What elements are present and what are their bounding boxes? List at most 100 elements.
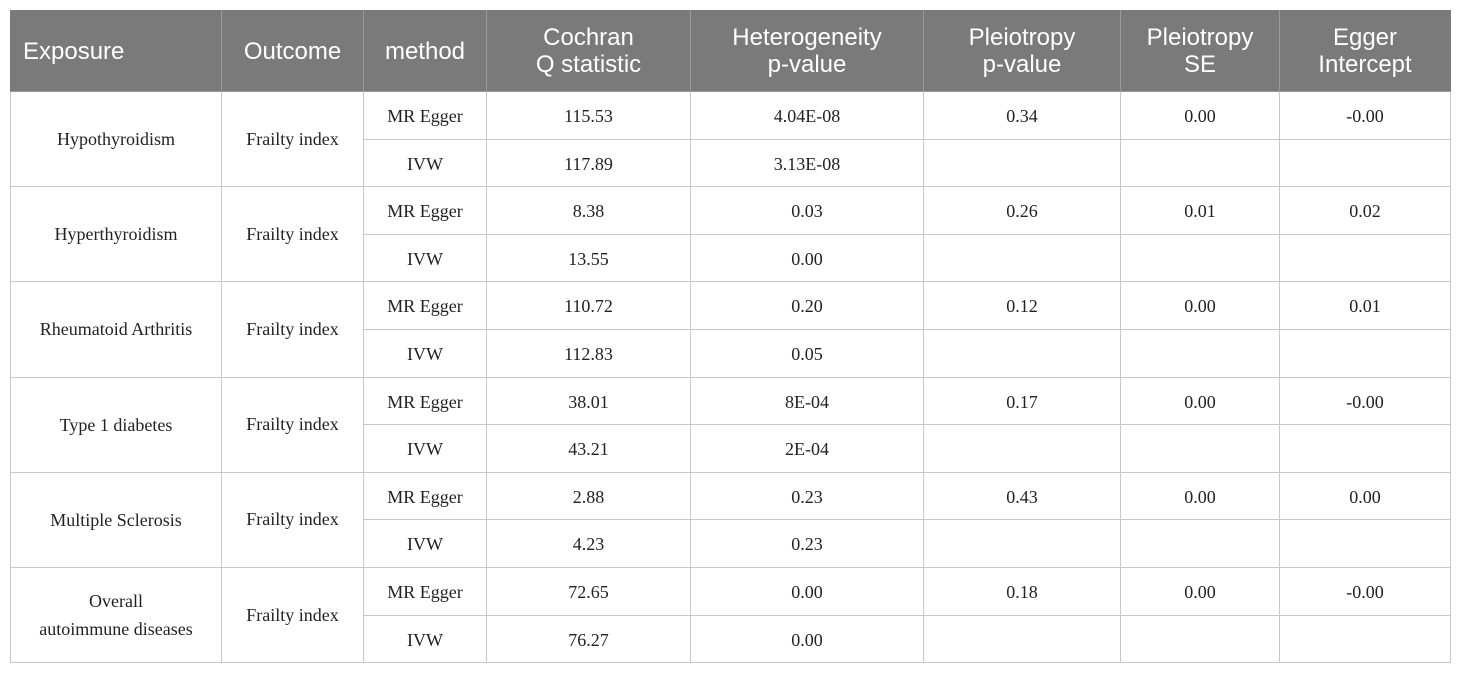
egger-intercept-cell: -0.00 — [1279, 91, 1451, 140]
cochran-q-cell: 4.23 — [486, 519, 691, 568]
method-cell: IVW — [363, 233, 487, 283]
table-row: Multiple Sclerosis Frailty index MR Egge… — [10, 471, 1451, 568]
outcome-cell: Frailty index — [221, 281, 364, 378]
header-method-line-1: method — [384, 37, 466, 65]
header-method: method — [363, 10, 487, 92]
header-exposure: Exposure — [10, 10, 222, 92]
exposure-line-1: Rheumatoid Arthritis — [39, 319, 193, 340]
heterogeneity-p-cell: 0.20 — [690, 281, 924, 330]
header-outcome: Outcome — [221, 10, 364, 92]
outcome-cell: Frailty index — [221, 90, 364, 188]
cochran-q-cell: 38.01 — [486, 376, 691, 426]
outcome-cell: Frailty index — [221, 471, 364, 568]
exposure-line-1: Overall — [89, 591, 143, 612]
heterogeneity-p-cell: 0.00 — [690, 233, 924, 283]
method-cell: IVW — [363, 614, 487, 664]
method-cell: MR Egger — [363, 186, 487, 235]
table-row: Overall autoimmune diseases Frailty inde… — [10, 566, 1451, 664]
empty-cell — [1279, 328, 1451, 378]
exposure-cell: Rheumatoid Arthritis — [10, 281, 222, 378]
header-pleiotropy-se-line-2: SE — [1183, 51, 1216, 78]
table-header: Exposure Outcome method Cochran Q statis… — [10, 10, 1451, 92]
method-cell: MR Egger — [363, 376, 487, 426]
heterogeneity-p-cell: 2E-04 — [690, 424, 924, 473]
pleiotropy-se-cell: 0.00 — [1120, 91, 1280, 140]
empty-cell — [1120, 233, 1280, 283]
results-table: Exposure Outcome method Cochran Q statis… — [10, 10, 1451, 664]
exposure-line-1: Multiple Sclerosis — [50, 509, 182, 530]
outcome-cell: Frailty index — [221, 376, 364, 473]
header-outcome-line-1: Outcome — [243, 37, 342, 65]
header-pleiotropy-p-line-1: Pleiotropy — [968, 24, 1076, 51]
table-row: IVW 112.83 0.05 — [11, 328, 1451, 378]
heterogeneity-p-cell: 0.05 — [690, 328, 924, 378]
pleiotropy-p-cell: 0.18 — [923, 566, 1121, 616]
exposure-cell: Type 1 diabetes — [10, 376, 222, 473]
method-cell: IVW — [363, 424, 487, 473]
table-row: IVW 76.27 0.00 — [11, 614, 1451, 664]
empty-cell — [1120, 424, 1280, 473]
table-row: IVW 43.21 2E-04 — [11, 424, 1451, 473]
exposure-cell: Hypothyroidism — [10, 90, 222, 188]
pleiotropy-se-cell: 0.01 — [1120, 186, 1280, 235]
cochran-q-cell: 117.89 — [486, 138, 691, 188]
cochran-q-cell: 8.38 — [486, 186, 691, 235]
exposure-line-1: Type 1 diabetes — [59, 414, 173, 435]
egger-intercept-cell: 0.00 — [1279, 471, 1451, 521]
heterogeneity-p-cell: 0.23 — [690, 519, 924, 568]
method-cell: MR Egger — [363, 471, 487, 521]
egger-intercept-cell: -0.00 — [1279, 566, 1451, 616]
table-row: Type 1 diabetes Frailty index MR Egger 3… — [10, 376, 1451, 473]
table-row: Rheumatoid Arthritis Frailty index MR Eg… — [10, 281, 1451, 378]
heterogeneity-p-cell: 0.00 — [690, 566, 924, 616]
egger-intercept-cell: 0.02 — [1279, 186, 1451, 235]
pleiotropy-se-cell: 0.00 — [1120, 471, 1280, 521]
empty-cell — [1279, 424, 1451, 473]
pleiotropy-p-cell: 0.12 — [923, 281, 1121, 330]
heterogeneity-p-cell: 0.03 — [690, 186, 924, 235]
pleiotropy-p-cell: 0.26 — [923, 186, 1121, 235]
header-cochran-q-line-1: Cochran — [543, 24, 634, 51]
empty-cell — [923, 424, 1121, 473]
header-egger-intercept-line-1: Egger — [1332, 24, 1398, 51]
heterogeneity-p-cell: 8E-04 — [690, 376, 924, 426]
empty-cell — [923, 614, 1121, 664]
cochran-q-cell: 112.83 — [486, 328, 691, 378]
header-heterogeneity-p-line-1: Heterogeneity — [732, 24, 882, 51]
pleiotropy-se-cell: 0.00 — [1120, 281, 1280, 330]
header-exposure-line-1: Exposure — [23, 37, 125, 65]
empty-cell — [1120, 328, 1280, 378]
cochran-q-cell: 2.88 — [486, 471, 691, 521]
table-body: Hypothyroidism Frailty index MR Egger 11… — [10, 90, 1451, 664]
header-pleiotropy-p-line-2: p-value — [982, 51, 1062, 78]
outcome-cell: Frailty index — [221, 566, 364, 664]
header-row: Exposure Outcome method Cochran Q statis… — [10, 10, 1451, 92]
header-pleiotropy-se: Pleiotropy SE — [1120, 10, 1280, 92]
exposure-cell: Hyperthyroidism — [10, 186, 222, 283]
header-cochran-q-line-2: Q statistic — [535, 51, 642, 78]
cochran-q-cell: 115.53 — [486, 91, 691, 140]
pleiotropy-se-cell: 0.00 — [1120, 566, 1280, 616]
header-egger-intercept: Egger Intercept — [1279, 10, 1451, 92]
method-cell: IVW — [363, 138, 487, 188]
cochran-q-cell: 13.55 — [486, 233, 691, 283]
empty-cell — [1279, 614, 1451, 664]
cochran-q-cell: 72.65 — [486, 566, 691, 616]
empty-cell — [923, 233, 1121, 283]
exposure-line-2: autoimmune diseases — [39, 619, 193, 640]
method-cell: MR Egger — [363, 91, 487, 140]
cochran-q-cell: 43.21 — [486, 424, 691, 473]
cochran-q-cell: 110.72 — [486, 281, 691, 330]
table-row: IVW 117.89 3.13E-08 — [11, 138, 1451, 188]
cochran-q-cell: 76.27 — [486, 614, 691, 664]
exposure-cell: Multiple Sclerosis — [10, 471, 222, 568]
empty-cell — [1279, 233, 1451, 283]
method-cell: IVW — [363, 519, 487, 568]
table-row: Hyperthyroidism Frailty index MR Egger 8… — [10, 186, 1451, 283]
exposure-line-1: Hypothyroidism — [56, 129, 175, 150]
empty-cell — [1279, 519, 1451, 568]
heterogeneity-p-cell: 4.04E-08 — [690, 91, 924, 140]
header-heterogeneity-p-line-2: p-value — [767, 51, 847, 78]
header-heterogeneity-p: Heterogeneity p-value — [690, 10, 924, 92]
heterogeneity-p-cell: 0.00 — [690, 614, 924, 664]
